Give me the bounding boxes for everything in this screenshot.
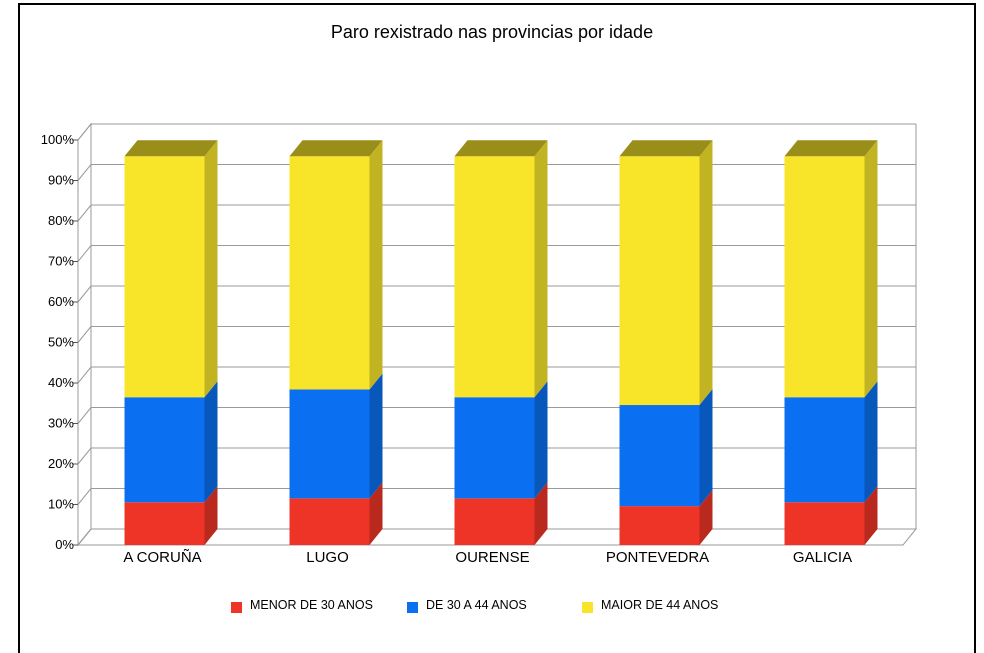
gridline-diagonal: [77, 447, 92, 465]
bar-segment-side: [369, 140, 383, 390]
bar-segment: [289, 389, 370, 499]
gridline-diagonal: [77, 366, 92, 384]
bar-segment-side: [204, 486, 218, 545]
x-category-label: A CORUÑA: [123, 549, 201, 566]
y-tick-label: 100%: [41, 132, 75, 147]
bar-segment-side: [204, 140, 218, 398]
bar-segment: [124, 502, 205, 545]
bar-segment: [454, 156, 535, 398]
y-tick-label: 0%: [55, 537, 74, 552]
bar-segment-side: [204, 381, 218, 503]
gridline-diagonal: [77, 326, 92, 343]
x-category-label: OURENSE: [455, 549, 529, 566]
bar-segment-side: [699, 490, 713, 545]
bar-segment-side: [534, 140, 548, 398]
x-category-label: LUGO: [306, 549, 349, 566]
bar-top: [619, 140, 713, 157]
bar-segment: [454, 397, 535, 499]
chart-title: Paro rexistrado nas provincias por idade: [330, 22, 654, 42]
bar-segment: [289, 498, 370, 545]
legend-label: MENOR DE 30 ANOS: [250, 598, 373, 612]
legend-label: DE 30 A 44 ANOS: [426, 598, 527, 612]
bar-segment: [784, 156, 865, 398]
bar-segment: [124, 156, 205, 398]
x-category-label: GALICIA: [793, 549, 852, 566]
bar-segment-side: [369, 373, 383, 499]
legend-item-30-44: DE 30 A 44 ANOS: [407, 598, 577, 613]
y-tick-label: 90%: [48, 173, 74, 188]
legend-item-maior-44: MAIOR DE 44 ANOS: [582, 598, 782, 613]
bar-segment: [289, 156, 370, 390]
bar-top: [124, 140, 218, 157]
gridline-diagonal: [77, 245, 92, 262]
gridline-diagonal: [77, 164, 92, 181]
gridline-diagonal: [77, 528, 92, 546]
legend-swatch: [407, 602, 418, 613]
bar-segment-side: [699, 140, 713, 406]
y-tick-label: 60%: [48, 294, 74, 309]
y-tick-label: 20%: [48, 456, 74, 471]
y-tick-label: 70%: [48, 254, 74, 269]
gridline-diagonal: [77, 407, 92, 424]
bar-segment-side: [699, 389, 713, 507]
bar-segment-side: [369, 482, 383, 545]
bar-segment: [784, 502, 865, 545]
bar-segment: [619, 506, 700, 545]
gridline-diagonal: [77, 285, 92, 303]
bar-segment-side: [534, 381, 548, 499]
y-tick-label: 30%: [48, 416, 74, 431]
y-tick-label: 50%: [48, 335, 74, 350]
bar-segment-side: [534, 482, 548, 545]
bar-top: [289, 140, 383, 157]
gridline-diagonal: [77, 488, 92, 505]
legend-item-menor-30: MENOR DE 30 ANOS: [231, 598, 376, 613]
legend-swatch: [231, 602, 242, 613]
bar-segment: [124, 397, 205, 503]
bar-segment: [784, 397, 865, 503]
y-tick-label: 40%: [48, 375, 74, 390]
bar-top: [784, 140, 878, 157]
y-tick-label: 10%: [48, 497, 74, 512]
bar-segment-side: [864, 381, 878, 503]
bar-segment: [619, 405, 700, 507]
gridline-diagonal: [77, 123, 92, 141]
gridline-diagonal: [77, 204, 92, 222]
bar-top: [454, 140, 548, 157]
x-category-label: PONTEVEDRA: [606, 549, 709, 566]
bar-segment: [619, 156, 700, 406]
bar-segment: [454, 498, 535, 545]
legend-swatch: [582, 602, 593, 613]
bar-segment-side: [864, 140, 878, 398]
y-tick-label: 80%: [48, 213, 74, 228]
bar-segment-side: [864, 486, 878, 545]
legend-label: MAIOR DE 44 ANOS: [601, 598, 719, 612]
